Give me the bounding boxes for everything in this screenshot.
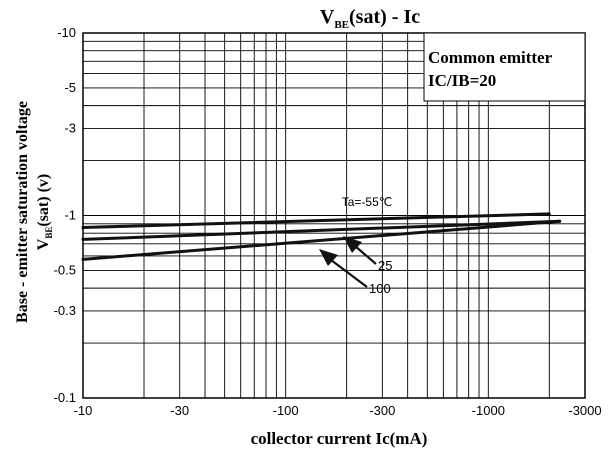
series-group bbox=[81, 212, 562, 261]
x-tick-label: -30 bbox=[170, 403, 189, 418]
conditions-line-2: IC/IB=20 bbox=[428, 71, 496, 90]
title-subscript: BE bbox=[334, 19, 349, 31]
y-tick-label: -5 bbox=[64, 80, 76, 95]
arrowhead-25 bbox=[343, 236, 362, 253]
plot-frame bbox=[82, 32, 586, 399]
y-label-rest: (sat) (v) bbox=[35, 174, 52, 227]
arrow-line-25 bbox=[354, 245, 377, 265]
y-tick-label: -0.5 bbox=[54, 262, 76, 277]
arrowhead-100 bbox=[319, 249, 338, 266]
arrow-line-100 bbox=[330, 259, 368, 288]
y-label-main: V bbox=[35, 238, 52, 250]
y-axis-label-line-1: Base - emitter saturation voltage bbox=[14, 101, 31, 323]
series-line bbox=[81, 219, 562, 261]
y-tick-label: -10 bbox=[57, 25, 76, 40]
conditions-box bbox=[423, 32, 586, 102]
x-tick-label: -300 bbox=[369, 403, 395, 418]
y-label-subscript: BE bbox=[44, 227, 54, 239]
x-tick-label: -100 bbox=[273, 403, 299, 418]
series-annotations: Ta=-55℃ 25 100 bbox=[342, 195, 393, 296]
conditions-line-1: Common emitter bbox=[428, 48, 553, 67]
y-tick-label: -0.1 bbox=[54, 390, 76, 405]
x-axis-label: collector current Ic(mA) bbox=[251, 429, 428, 448]
annotation-arrows bbox=[319, 236, 377, 288]
y-tick-labels: -0.1 -0.3 -0.5 -1 -3 -5 -10 bbox=[54, 25, 76, 405]
series-label-ta-55: Ta=-55℃ bbox=[342, 195, 393, 209]
y-axis-label-line-2: VBE(sat) (v) bbox=[35, 174, 54, 250]
series-label-25: 25 bbox=[378, 258, 392, 273]
title-main: V bbox=[320, 6, 335, 28]
x-tick-label: -10 bbox=[74, 403, 93, 418]
x-tick-label: -1000 bbox=[472, 403, 505, 418]
x-tick-labels: -10 -30 -100 -300 -1000 -3000 bbox=[74, 403, 602, 418]
series-line bbox=[81, 212, 551, 229]
chart-title: VBE(sat) - Ic bbox=[320, 6, 420, 31]
x-tick-label: -3000 bbox=[568, 403, 601, 418]
series-label-100: 100 bbox=[369, 281, 391, 296]
series-line bbox=[81, 219, 562, 241]
y-tick-label: -0.3 bbox=[54, 303, 76, 318]
title-rest: (sat) - Ic bbox=[349, 6, 420, 28]
y-axis-label: Base - emitter saturation voltage VBE(sa… bbox=[14, 101, 54, 323]
y-tick-label: -3 bbox=[64, 120, 76, 135]
y-tick-label: -1 bbox=[64, 208, 76, 223]
